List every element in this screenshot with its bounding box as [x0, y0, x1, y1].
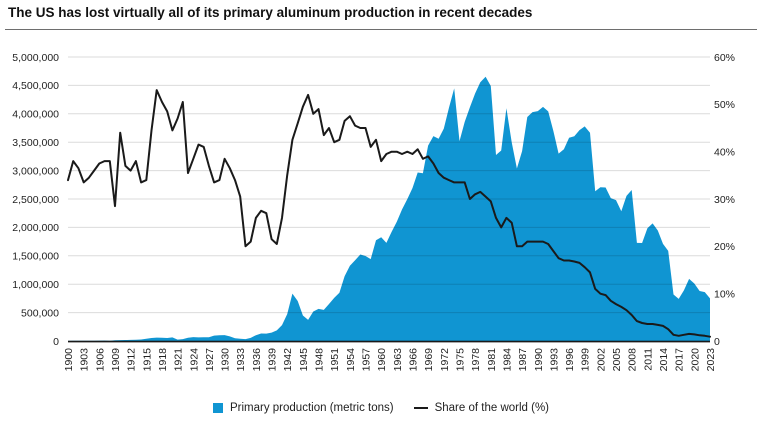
x-axis-labels: 1900 1903 1906 1909 1912 1915 1918 1921 1924 1927… [63, 348, 717, 372]
y-left-tick-label: 0 [53, 336, 59, 348]
legend-label-share: Share of the world (%) [434, 402, 550, 414]
x-tick-label: 2005 [611, 348, 623, 372]
x-tick-label: 2002 [595, 348, 607, 372]
x-tick-label: 1912 [126, 348, 138, 372]
x-tick-label: 1954 [345, 348, 357, 372]
legend-label-production: Primary production (metric tons) [229, 402, 394, 414]
x-tick-label: 1945 [298, 348, 310, 372]
x-tick-label: 1939 [267, 348, 279, 372]
share-swatch-icon [413, 406, 428, 410]
y-left-tick-label: 1,500,000 [12, 251, 59, 263]
x-tick-label: 1906 [94, 348, 106, 372]
x-tick-label: 1963 [392, 348, 404, 372]
x-tick-label: 1978 [470, 348, 482, 372]
left-axis-labels: 0 500,000 1,000,000 1,500,000 2,000,000 2,500… [12, 52, 59, 348]
x-tick-label: 1969 [423, 348, 435, 372]
y-left-tick-label: 3,500,000 [12, 137, 59, 149]
x-tick-label: 2017 [674, 348, 686, 372]
x-tick-label: 1930 [220, 348, 232, 372]
x-tick-label: 1918 [157, 348, 169, 372]
x-tick-label: 2011 [642, 348, 654, 371]
y-right-tick-label: 40% [714, 147, 735, 159]
x-tick-label: 1921 [173, 348, 185, 372]
x-tick-label: 1957 [361, 348, 373, 372]
production-area-series [68, 76, 710, 341]
x-tick-label: 1975 [455, 348, 467, 372]
x-tick-label: 2020 [689, 348, 701, 372]
x-tick-label: 1990 [533, 348, 545, 372]
x-tick-label: 1996 [564, 348, 576, 372]
legend: Primary production (metric tons) Share o… [0, 399, 762, 417]
x-tick-label: 1999 [580, 348, 592, 372]
y-left-tick-label: 4,500,000 [12, 80, 59, 92]
y-left-tick-label: 2,500,000 [12, 194, 59, 206]
x-tick-label: 1993 [548, 348, 560, 372]
x-tick-label: 2014 [658, 348, 670, 372]
y-right-tick-label: 0 [714, 336, 720, 348]
right-axis-labels: 0 10% 20% 30% 40% 50% 60% [714, 52, 735, 348]
y-left-tick-label: 5,000,000 [12, 52, 59, 64]
x-tick-label: 1951 [329, 348, 341, 372]
y-left-tick-label: 3,000,000 [12, 165, 59, 177]
legend-item-production: Primary production (metric tons) [212, 402, 394, 414]
y-left-tick-label: 500,000 [21, 307, 59, 319]
y-left-tick-label: 4,000,000 [12, 109, 59, 121]
x-tick-label: 1909 [110, 348, 122, 372]
x-tick-label: 1948 [314, 348, 326, 372]
x-tick-label: 1987 [517, 348, 529, 372]
x-tick-label: 1903 [79, 348, 91, 372]
x-tick-label: 1960 [376, 348, 388, 372]
x-tick-label: 1972 [439, 348, 451, 372]
y-right-tick-label: 10% [714, 289, 735, 301]
production-swatch-icon [212, 403, 223, 413]
chart-title: The US has lost virtually all of its pri… [8, 5, 533, 20]
y-left-tick-label: 2,000,000 [12, 222, 59, 234]
y-right-tick-label: 50% [714, 99, 735, 111]
x-tick-label: 1915 [141, 348, 153, 372]
world-share-line-series [67, 89, 711, 338]
y-right-tick-label: 30% [714, 194, 735, 206]
x-tick-label: 1984 [501, 348, 513, 372]
x-tick-label: 1936 [251, 348, 263, 372]
x-tick-label: 1942 [282, 348, 294, 372]
y-right-tick-label: 60% [714, 52, 735, 64]
x-tick-label: 1933 [235, 348, 247, 372]
x-tick-label: 1924 [188, 348, 200, 372]
x-tick-label: 1927 [204, 348, 216, 372]
x-tick-label: 2008 [627, 348, 639, 372]
x-tick-label: 1900 [63, 348, 75, 372]
x-tick-label: 1981 [486, 348, 498, 372]
x-tick-label: 1966 [408, 348, 420, 372]
y-left-tick-label: 1,000,000 [12, 279, 59, 291]
y-right-tick-label: 20% [714, 241, 735, 253]
title-divider [5, 29, 757, 30]
x-tick-label: 2023 [705, 348, 717, 372]
legend-item-share: Share of the world (%) [413, 402, 550, 414]
